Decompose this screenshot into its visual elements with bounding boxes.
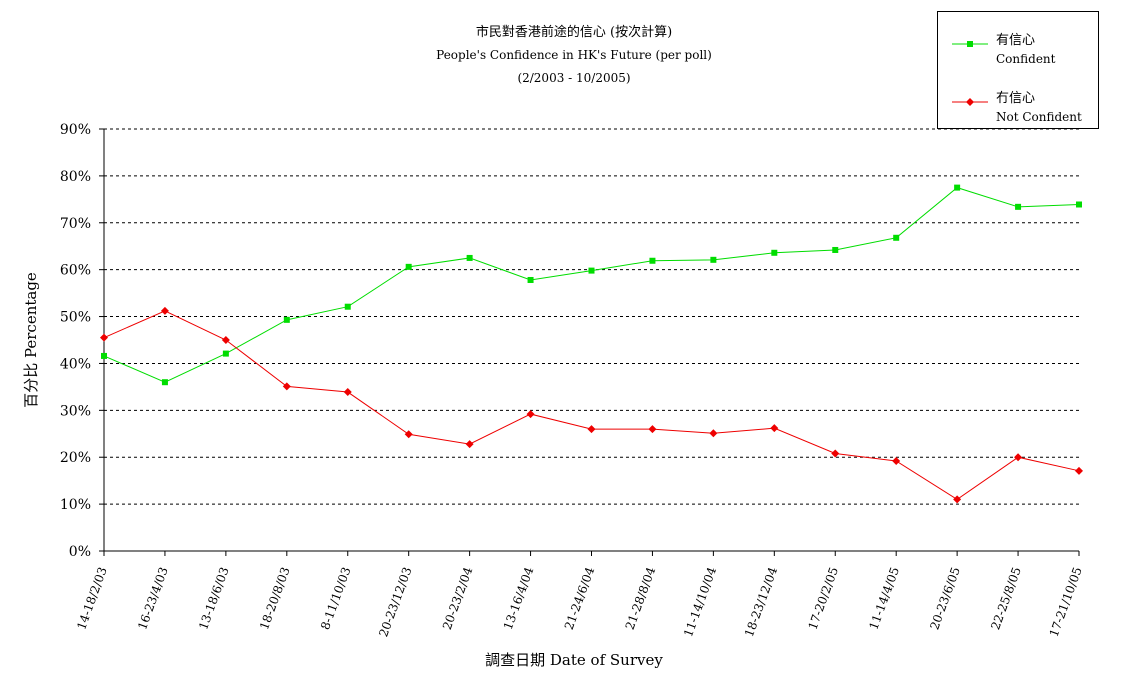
x-tick-label: 11-14/4/05 bbox=[866, 565, 902, 631]
x-tick-label: 20-23/6/05 bbox=[927, 565, 963, 631]
point-confident bbox=[710, 256, 717, 263]
y-tick-label: 30% bbox=[60, 403, 91, 419]
point-not-confident bbox=[770, 424, 779, 433]
y-tick-label: 80% bbox=[60, 169, 91, 185]
y-tick-label: 20% bbox=[60, 450, 91, 466]
x-tick-label: 21-28/8/04 bbox=[623, 565, 659, 632]
legend: 有信心 Confident 冇信心 Not Confident bbox=[937, 11, 1099, 129]
series-not-confident bbox=[100, 306, 1083, 504]
y-tick-label: 60% bbox=[60, 263, 91, 279]
y-tick-label: 10% bbox=[60, 497, 91, 513]
y-tick-label: 90% bbox=[60, 122, 91, 138]
point-confident bbox=[161, 379, 168, 386]
x-tick-label: 17-21/10/05 bbox=[1047, 565, 1085, 639]
legend-not-confident-label-en: Not Confident bbox=[996, 110, 1082, 124]
point-confident bbox=[527, 276, 534, 283]
y-tick-label: 0% bbox=[69, 544, 91, 560]
x-tick-labels: 14-18/2/03 16-23/4/03 13-18/6/03 18-20/8/03… bbox=[74, 565, 1085, 639]
y-tick-label: 50% bbox=[60, 310, 91, 326]
point-not-confident bbox=[1014, 453, 1023, 462]
point-not-confident bbox=[831, 449, 840, 458]
x-tick-label: 16-23/4/03 bbox=[135, 565, 171, 631]
y-tick-label: 40% bbox=[60, 356, 91, 372]
point-not-confident bbox=[709, 429, 718, 438]
point-confident bbox=[101, 352, 107, 359]
y-tick-labels: 0% 10% 20% 30% 40% 50% 60% 70% 80% 90% bbox=[60, 122, 91, 560]
point-not-confident bbox=[892, 456, 901, 465]
x-tick-label: 17-20/2/05 bbox=[805, 565, 841, 631]
point-not-confident bbox=[100, 333, 108, 342]
x-tick-label: 21-24/6/04 bbox=[562, 565, 598, 632]
point-confident bbox=[588, 267, 595, 274]
chart-subtitle: People's Confidence in HK's Future (per … bbox=[436, 48, 712, 62]
x-axis-title: 調查日期 Date of Survey bbox=[485, 651, 663, 669]
point-not-confident bbox=[404, 430, 413, 439]
point-confident bbox=[649, 257, 656, 264]
x-tick-label: 18-20/8/03 bbox=[257, 565, 293, 631]
point-not-confident bbox=[648, 425, 657, 434]
point-not-confident bbox=[587, 425, 596, 434]
point-not-confident bbox=[221, 336, 230, 344]
legend-confident-label-en: Confident bbox=[996, 52, 1056, 66]
chart-period: (2/2003 - 10/2005) bbox=[517, 71, 631, 85]
series-line-not-confident bbox=[103, 310, 1080, 501]
point-not-confident bbox=[953, 495, 962, 504]
x-tick-label: 13-16/4/04 bbox=[501, 565, 537, 632]
legend-item-not-confident: 冇信心 Not Confident bbox=[938, 86, 1098, 126]
x-tick-label: 18-23/12/04 bbox=[742, 565, 780, 639]
y-tick-label: 70% bbox=[60, 216, 91, 232]
point-not-confident bbox=[160, 306, 169, 315]
point-confident bbox=[405, 263, 412, 270]
x-tick-label: 13-18/6/03 bbox=[196, 565, 232, 631]
x-tick-label: 20-23/12/03 bbox=[376, 565, 414, 639]
legend-not-confident-label: 冇信心 bbox=[996, 91, 1036, 106]
point-confident bbox=[283, 316, 290, 323]
legend-item-confident: 有信心 Confident bbox=[938, 28, 1098, 68]
point-confident bbox=[466, 254, 473, 261]
point-not-confident bbox=[465, 440, 474, 449]
point-confident bbox=[222, 350, 229, 357]
legend-confident-swatch bbox=[952, 41, 988, 47]
chart-title: 市民對香港前途的信心 (按次計算) bbox=[475, 25, 673, 40]
point-confident bbox=[344, 303, 351, 310]
point-not-confident bbox=[1075, 466, 1083, 475]
point-confident bbox=[771, 249, 778, 256]
x-tick-label: 11-14/10/04 bbox=[681, 565, 719, 639]
gridlines bbox=[104, 128, 1079, 505]
legend-confident-label: 有信心 bbox=[996, 33, 1036, 48]
legend-not-confident-swatch bbox=[952, 98, 988, 106]
point-confident bbox=[1076, 201, 1082, 208]
point-not-confident bbox=[526, 410, 535, 419]
x-tick-label: 22-25/8/05 bbox=[988, 565, 1024, 631]
y-axis-title: 百分比 Percentage bbox=[22, 272, 40, 408]
series-line-confident bbox=[103, 187, 1080, 383]
series-confident bbox=[101, 184, 1082, 386]
point-not-confident bbox=[343, 388, 352, 397]
x-tick-label: 20-23/2/04 bbox=[440, 565, 476, 632]
point-confident bbox=[893, 234, 900, 241]
series-group bbox=[100, 184, 1083, 504]
point-confident bbox=[954, 184, 961, 191]
point-not-confident bbox=[282, 382, 291, 391]
x-tick-label: 14-18/2/03 bbox=[74, 565, 110, 631]
x-tick-label: 8-11/10/03 bbox=[318, 565, 354, 631]
point-confident bbox=[832, 246, 839, 253]
point-confident bbox=[1015, 203, 1022, 210]
